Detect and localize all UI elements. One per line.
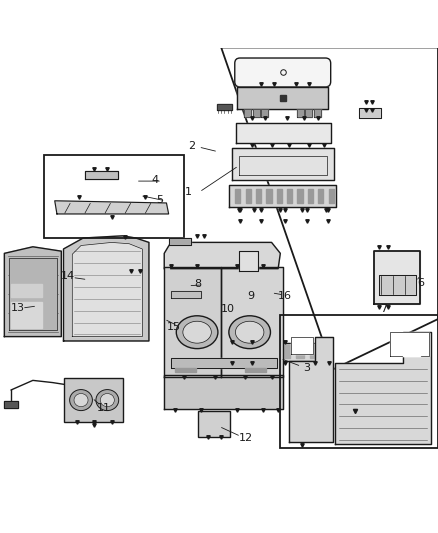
Polygon shape bbox=[323, 345, 331, 359]
Text: 16: 16 bbox=[278, 291, 292, 301]
Polygon shape bbox=[283, 345, 290, 359]
Text: 10: 10 bbox=[221, 304, 235, 313]
FancyBboxPatch shape bbox=[235, 58, 331, 87]
Text: 13: 13 bbox=[11, 303, 25, 313]
Ellipse shape bbox=[100, 393, 114, 407]
Polygon shape bbox=[296, 345, 304, 359]
Text: 4: 4 bbox=[152, 175, 159, 185]
Polygon shape bbox=[11, 284, 42, 297]
Polygon shape bbox=[277, 189, 282, 204]
Text: 3: 3 bbox=[303, 363, 310, 373]
Polygon shape bbox=[253, 109, 260, 117]
Text: 5: 5 bbox=[156, 195, 163, 205]
Polygon shape bbox=[291, 336, 313, 354]
Polygon shape bbox=[310, 345, 318, 359]
Polygon shape bbox=[359, 108, 381, 118]
Polygon shape bbox=[171, 359, 277, 368]
Polygon shape bbox=[175, 368, 196, 373]
Polygon shape bbox=[390, 332, 429, 356]
Polygon shape bbox=[221, 266, 283, 377]
Polygon shape bbox=[236, 123, 331, 143]
Polygon shape bbox=[244, 109, 251, 117]
FancyBboxPatch shape bbox=[198, 410, 230, 437]
Polygon shape bbox=[11, 302, 42, 328]
Ellipse shape bbox=[235, 321, 264, 343]
Polygon shape bbox=[241, 345, 249, 359]
Text: 9: 9 bbox=[247, 291, 254, 301]
Ellipse shape bbox=[96, 390, 119, 410]
Polygon shape bbox=[235, 189, 240, 204]
Polygon shape bbox=[335, 332, 431, 444]
Polygon shape bbox=[228, 345, 236, 359]
Polygon shape bbox=[217, 103, 232, 110]
Polygon shape bbox=[232, 148, 334, 180]
Polygon shape bbox=[223, 343, 332, 361]
Text: 7: 7 bbox=[380, 304, 387, 314]
Polygon shape bbox=[237, 87, 328, 109]
Text: 11: 11 bbox=[97, 402, 111, 413]
Polygon shape bbox=[171, 290, 201, 298]
Text: 8: 8 bbox=[194, 279, 201, 289]
Ellipse shape bbox=[183, 321, 212, 343]
Ellipse shape bbox=[229, 316, 270, 349]
Polygon shape bbox=[245, 368, 266, 373]
Polygon shape bbox=[255, 345, 263, 359]
Polygon shape bbox=[164, 266, 221, 377]
Polygon shape bbox=[261, 109, 268, 117]
Polygon shape bbox=[318, 189, 323, 204]
Polygon shape bbox=[246, 189, 251, 204]
Text: 1: 1 bbox=[185, 187, 192, 197]
Polygon shape bbox=[379, 275, 416, 295]
Text: 14: 14 bbox=[61, 271, 75, 281]
Ellipse shape bbox=[70, 390, 92, 410]
Polygon shape bbox=[164, 243, 280, 269]
Polygon shape bbox=[374, 251, 420, 304]
Text: 15: 15 bbox=[167, 322, 181, 332]
Polygon shape bbox=[328, 189, 334, 204]
Polygon shape bbox=[72, 243, 142, 336]
Text: 2: 2 bbox=[188, 141, 195, 151]
Polygon shape bbox=[169, 238, 191, 245]
Polygon shape bbox=[229, 185, 336, 207]
Polygon shape bbox=[9, 258, 57, 330]
Polygon shape bbox=[164, 375, 283, 409]
Text: 6: 6 bbox=[417, 278, 424, 288]
Polygon shape bbox=[4, 247, 61, 336]
Polygon shape bbox=[308, 189, 313, 204]
Polygon shape bbox=[232, 148, 334, 158]
Ellipse shape bbox=[74, 393, 88, 407]
Polygon shape bbox=[268, 345, 276, 359]
Polygon shape bbox=[4, 401, 18, 408]
Polygon shape bbox=[314, 109, 321, 117]
FancyBboxPatch shape bbox=[64, 378, 123, 422]
Polygon shape bbox=[297, 109, 304, 117]
Ellipse shape bbox=[176, 316, 218, 349]
Polygon shape bbox=[55, 201, 169, 214]
Polygon shape bbox=[289, 336, 333, 442]
Polygon shape bbox=[64, 236, 149, 341]
Text: 12: 12 bbox=[239, 433, 253, 443]
Polygon shape bbox=[305, 109, 312, 117]
Polygon shape bbox=[256, 189, 261, 204]
Polygon shape bbox=[85, 171, 118, 179]
Polygon shape bbox=[266, 189, 272, 204]
Polygon shape bbox=[287, 189, 292, 204]
Polygon shape bbox=[297, 189, 303, 204]
Polygon shape bbox=[239, 251, 258, 271]
Polygon shape bbox=[403, 334, 420, 356]
